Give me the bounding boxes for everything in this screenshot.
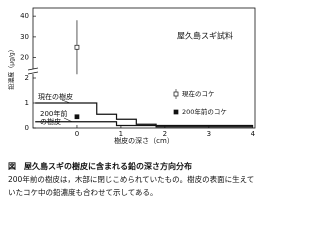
legend-symbol <box>173 109 179 115</box>
x-tick-label: 0 <box>75 130 79 138</box>
axis-break-gap <box>28 69 38 74</box>
y-axis-label: 鉛濃度（μg/g） <box>8 46 16 89</box>
legend-label: 現在のコケ <box>182 89 215 98</box>
caption-heading: 図 屋久島スギの樹皮に含まれる鉛の深さ方向分布 <box>8 162 192 171</box>
point <box>74 44 80 50</box>
chart: 屋久島スギ試料 樹皮の深さ（cm） 鉛濃度（μg/g） 0 1 2 3 40122030… <box>8 7 256 145</box>
x-tick-label: 3 <box>207 130 211 138</box>
leader <box>61 99 71 104</box>
x-tick-label: 1 <box>119 130 123 138</box>
point <box>74 114 80 120</box>
series-label: の樹皮 <box>40 117 61 126</box>
axis-break <box>27 67 39 75</box>
plot-frame <box>32 7 256 129</box>
x-tick-label: 2 <box>163 130 167 138</box>
page: {"chart_data": {"type": "line", "title":… <box>7 7 258 199</box>
legend-label: 200年前のコケ <box>182 107 227 116</box>
step-line <box>35 121 253 127</box>
y-tick-label: 20 <box>20 54 29 62</box>
chart-title: 屋久島スギ試料 <box>177 31 233 41</box>
x-tick-label: 4 <box>251 130 256 138</box>
y-tick-label: 0 <box>25 124 29 132</box>
caption-text: 200年前の樹皮は，木部に閉じこめられていたもの。樹皮の表面に生えていたコケ中の… <box>8 175 255 197</box>
y-tick-label: 2 <box>25 74 29 82</box>
leader <box>63 117 73 123</box>
y-tick-label: 40 <box>20 12 29 20</box>
y-tick-label: 1 <box>25 99 29 107</box>
y-tick-label: 30 <box>20 33 29 41</box>
series-label: 200年前 <box>40 109 67 118</box>
x-axis-label: 樹皮の深さ（cm） <box>114 136 174 145</box>
legend-symbol <box>173 91 179 97</box>
caption: 図 屋久島スギの樹皮に含まれる鉛の深さ方向分布 200年前の樹皮は，木部に閉じこ… <box>8 160 258 199</box>
series-label: 現在の樹皮 <box>38 92 73 101</box>
